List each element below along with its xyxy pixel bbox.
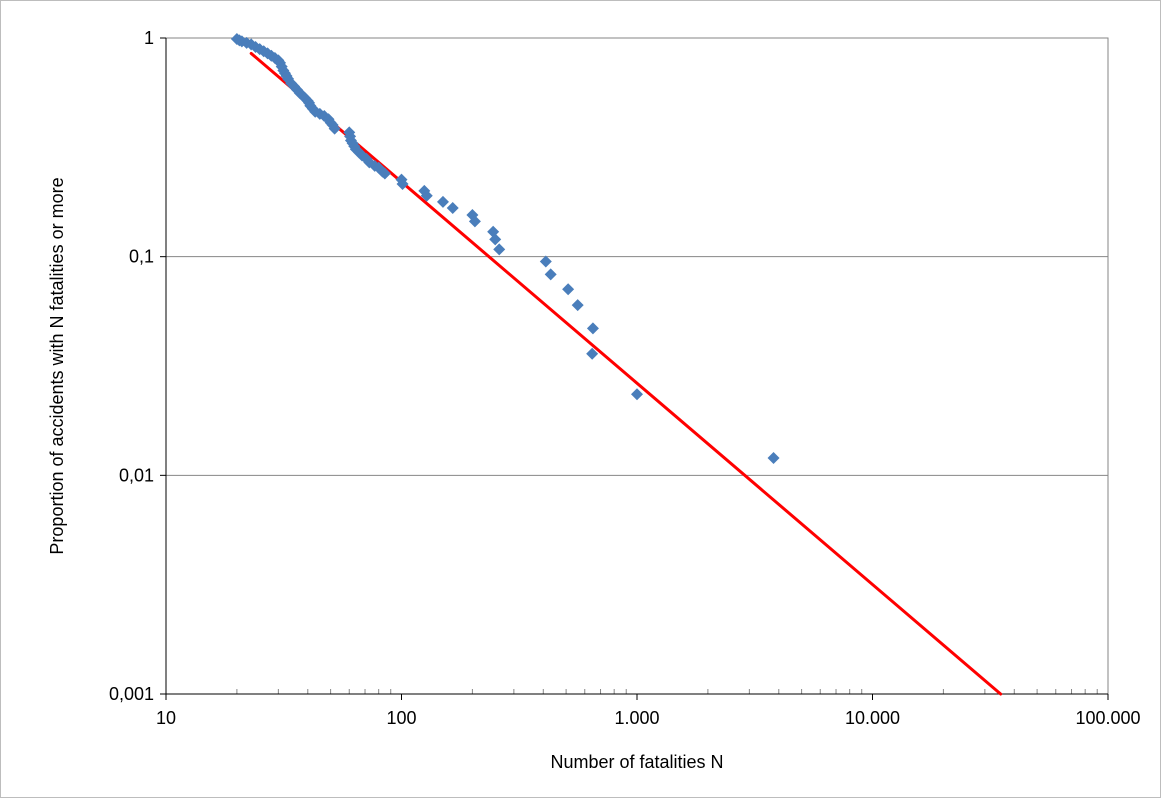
y-tick-label: 1 <box>144 28 154 48</box>
y-tick-label: 0,01 <box>119 465 154 485</box>
x-tick-label: 1.000 <box>614 708 659 728</box>
y-axis-title: Proportion of accidents with N fatalitie… <box>47 177 67 554</box>
y-tick-label: 0,1 <box>129 247 154 267</box>
data-point <box>631 388 643 401</box>
data-point <box>396 177 409 190</box>
data-point <box>493 243 506 256</box>
data-point <box>489 233 502 246</box>
data-point <box>586 347 599 360</box>
data-point <box>571 299 584 312</box>
data-points <box>230 32 780 465</box>
data-point <box>328 122 341 135</box>
plot-area <box>165 37 1109 695</box>
data-point <box>544 268 557 281</box>
x-axis-title: Number of fatalities N <box>550 752 723 772</box>
data-point <box>446 201 459 214</box>
data-point <box>562 283 575 296</box>
data-point <box>378 167 391 180</box>
fit-line <box>249 51 1003 696</box>
axes <box>160 37 1109 700</box>
data-point <box>245 38 258 51</box>
data-point <box>468 215 481 228</box>
data-point <box>539 255 552 268</box>
data-point <box>436 195 449 208</box>
data-point <box>767 452 780 465</box>
x-tick-label: 100 <box>386 708 416 728</box>
gridlines <box>166 256 1108 476</box>
x-tick-label: 100.000 <box>1075 708 1140 728</box>
x-tick-label: 10.000 <box>845 708 900 728</box>
data-point <box>420 189 433 202</box>
data-point <box>586 322 599 335</box>
x-tick-label: 10 <box>156 708 176 728</box>
fit-line-layer <box>249 51 1003 696</box>
y-tick-label: 0,001 <box>109 684 154 704</box>
